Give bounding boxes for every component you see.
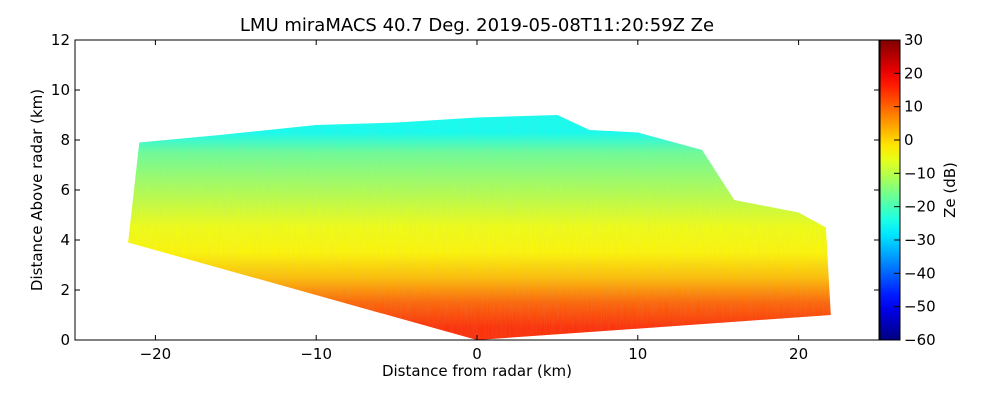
colorbar-gradient: [879, 39, 901, 341]
colorbar-tick-label: −20: [904, 198, 936, 216]
y-tick-label: 12: [51, 31, 70, 49]
y-tick-label: 0: [60, 331, 70, 349]
y-axis-label: Distance Above radar (km): [28, 89, 46, 291]
colorbar-tick-label: −40: [904, 264, 936, 282]
colorbar-tick-label: 10: [904, 98, 923, 116]
x-tick-label: 10: [628, 345, 647, 363]
colorbar-tick-label: −10: [904, 164, 936, 182]
colorbar-tick-label: −60: [904, 331, 936, 349]
x-axis: −20 −10 0 10 20: [140, 40, 808, 363]
x-tick-label: 20: [789, 345, 808, 363]
y-tick-label: 8: [60, 131, 70, 149]
x-tick-label: −20: [140, 345, 172, 363]
colorbar-ticks: 30 20 10 0 −10 −20 −30 −40 −50 −60: [894, 31, 936, 349]
x-tick-label: −10: [300, 345, 332, 363]
x-axis-label: Distance from radar (km): [382, 362, 572, 380]
y-tick-label: 10: [51, 81, 70, 99]
colorbar-tick-label: 0: [904, 131, 914, 149]
colorbar-tick-label: −50: [904, 298, 936, 316]
colorbar: 30 20 10 0 −10 −20 −30 −40 −50 −60 Ze (dB): [879, 31, 959, 349]
chart-title: LMU miraMACS 40.7 Deg. 2019-05-08T11:20:…: [240, 15, 714, 36]
y-tick-label: 6: [60, 181, 70, 199]
x-tick-label: 0: [472, 345, 482, 363]
echo-texture: [128, 115, 831, 340]
y-tick-label: 2: [60, 281, 70, 299]
colorbar-tick-label: 30: [904, 31, 923, 49]
colorbar-tick-label: 20: [904, 64, 923, 82]
echo-layer: [128, 115, 831, 340]
y-tick-label: 4: [60, 231, 70, 249]
y-axis: 0 2 4 6 8 10 12: [51, 31, 879, 349]
colorbar-tick-label: −30: [904, 231, 936, 249]
colorbar-label: Ze (dB): [941, 162, 959, 218]
